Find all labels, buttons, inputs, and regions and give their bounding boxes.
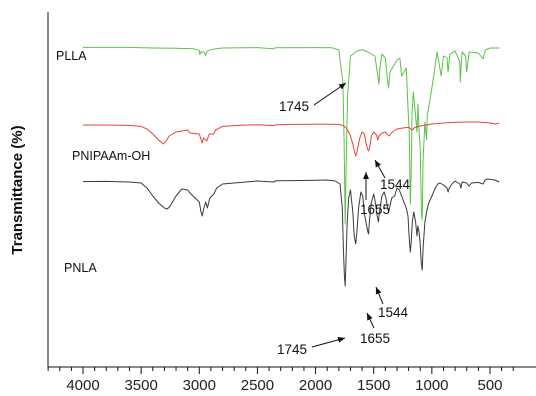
- annotation-arrow-pnla-1655: [366, 312, 375, 329]
- x-tick-label: 2000: [299, 377, 332, 394]
- x-tick-label: 4000: [66, 377, 99, 394]
- annotation-pnla-1655: 1655: [360, 331, 390, 346]
- x-tick-label: 1500: [357, 377, 390, 394]
- plot-frame: [47, 12, 536, 368]
- series-line-pnla: [82, 178, 500, 287]
- x-tick-label: 3000: [183, 377, 216, 394]
- series-line-pnipaam-oh: [83, 121, 500, 157]
- series-label-pnipaam-oh: PNIPAAm-OH: [72, 149, 150, 163]
- annotation-arrow-pnla-1544: [375, 286, 384, 305]
- annotation-pnipaam-1544: 1544: [380, 177, 411, 192]
- x-axis-ticks: 4000 3500 3000 2500 2000 1500 1000 500: [47, 367, 514, 394]
- annotation-pnla-1544: 1544: [378, 305, 409, 320]
- x-tick-label: 1000: [415, 377, 448, 394]
- annotation-arrow-pnla-1745: [311, 336, 346, 348]
- annotation-pnipaam-1655: 1655: [360, 202, 390, 217]
- series-line-plla: [83, 46, 500, 225]
- y-axis-label: Transmittance (%): [9, 125, 26, 254]
- annotation-pnla-1745: 1745: [277, 342, 307, 357]
- annotation-arrow-plla-1745: [313, 82, 347, 106]
- series-layer: [82, 46, 500, 287]
- annotation-plla-1745: 1745: [279, 99, 309, 114]
- series-label-pnla: PNLA: [64, 261, 97, 275]
- peak-annotations: 1745 1655 1544 1745 1655 1544: [277, 82, 411, 357]
- series-labels: PLLA PNIPAAm-OH PNLA: [56, 49, 150, 275]
- series-label-plla: PLLA: [56, 49, 87, 63]
- x-tick-label: 3500: [124, 377, 157, 394]
- x-tick-label: 500: [477, 377, 502, 394]
- x-tick-label: 2500: [241, 377, 274, 394]
- annotation-arrow-pnipaam-1544: [374, 159, 386, 179]
